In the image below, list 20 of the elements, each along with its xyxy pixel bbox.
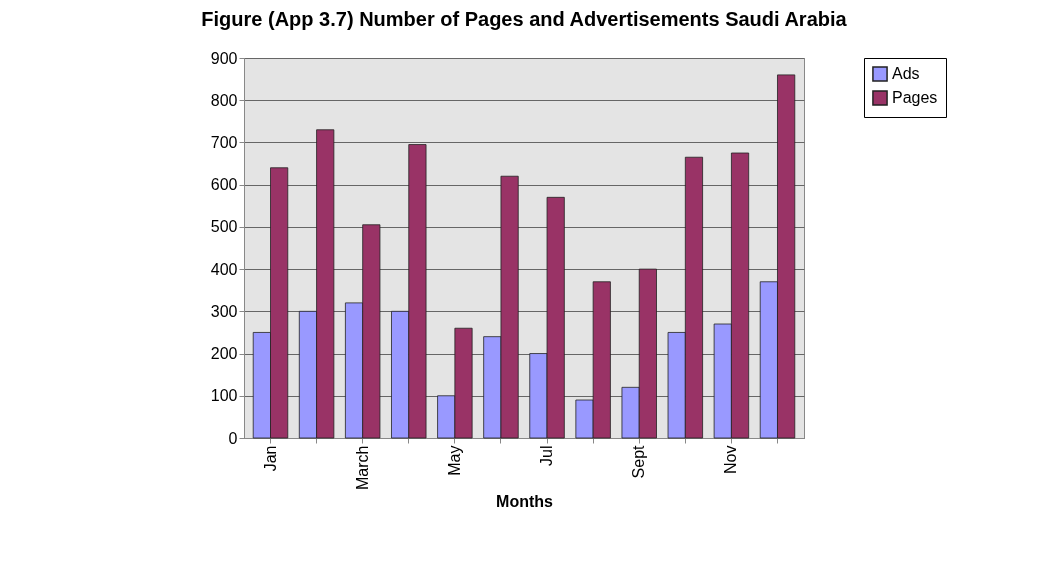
y-tick-label: 600 <box>210 176 238 194</box>
x-tick-label: Nov <box>722 445 740 474</box>
chart-title: Figure (App 3.7) Number of Pages and Advertisements Saudi Arabia <box>201 8 848 30</box>
y-tick-label: 800 <box>210 91 238 109</box>
legend-label: Pages <box>892 89 938 106</box>
x-tick-label: May <box>445 445 463 476</box>
y-tick-label: 0 <box>228 429 238 447</box>
y-tick-label: 700 <box>210 133 238 151</box>
y-tick-label: 900 <box>210 49 238 67</box>
x-axis-title: Months <box>496 492 554 510</box>
legend-label: Ads <box>892 65 920 82</box>
y-tick-label: 300 <box>210 302 238 320</box>
y-tick-label: 200 <box>210 345 238 363</box>
x-tick-label: Jul <box>538 445 556 466</box>
y-tick-label: 400 <box>210 260 238 278</box>
y-tick-label: 100 <box>210 387 238 405</box>
x-tick-label: March <box>353 445 371 490</box>
x-tick-label: Sept <box>630 444 648 479</box>
x-tick-label: Jan <box>261 445 279 472</box>
y-tick-label: 500 <box>210 218 238 236</box>
